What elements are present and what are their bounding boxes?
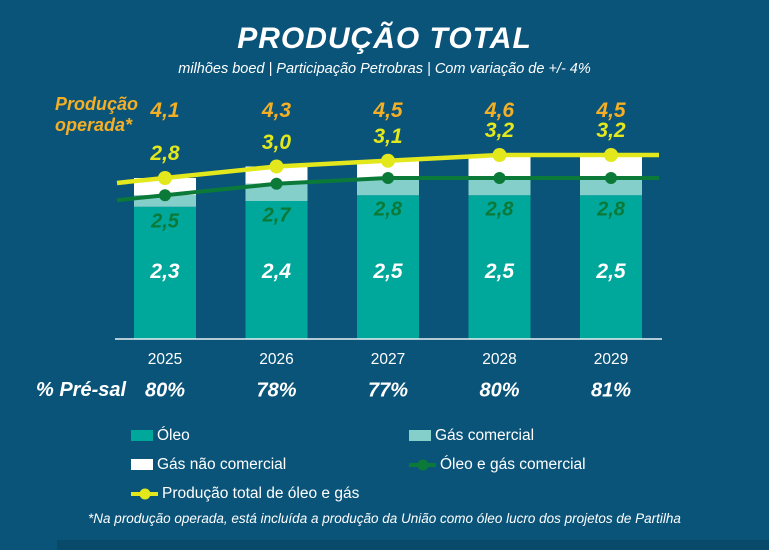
legend-line-icon bbox=[409, 459, 436, 470]
bar-segment-gas-nao-comercial-2027 bbox=[357, 160, 419, 178]
green-line-dot-2028 bbox=[493, 172, 506, 184]
legend-item: Gás comercial bbox=[409, 427, 534, 445]
legend-item: Produção total de óleo e gás bbox=[131, 485, 359, 503]
bar-segment-oleo-2027 bbox=[357, 195, 419, 339]
bar-segment-gas-comercial-2026 bbox=[245, 183, 308, 201]
legend-label: Óleo e gás comercial bbox=[440, 455, 586, 473]
legend-label: Gás não comercial bbox=[157, 455, 287, 473]
legend-item: Óleo bbox=[131, 427, 409, 445]
bar-segment-gas-nao-comercial-2029 bbox=[580, 155, 642, 178]
yellow-line-dot-2029 bbox=[604, 148, 618, 162]
bar-segment-gas-nao-comercial-2026 bbox=[245, 166, 308, 184]
bar-segment-gas-nao-comercial-2028 bbox=[468, 155, 531, 178]
legend-item: Óleo e gás comercial bbox=[409, 456, 586, 474]
green-line-dot-2025 bbox=[159, 189, 171, 202]
bar-segment-gas-comercial-2029 bbox=[580, 178, 642, 196]
page-title: PRODUÇÃO TOTAL bbox=[237, 22, 532, 55]
legend-dot-icon bbox=[417, 459, 428, 470]
legend-row: Óleo Gás comercial bbox=[131, 421, 586, 450]
yellow-line-dot-2025 bbox=[158, 171, 172, 185]
legend-label: Produção total de óleo e gás bbox=[162, 484, 360, 502]
green-line-dot-2026 bbox=[270, 177, 283, 190]
producao-operada-label: Produção operada* bbox=[55, 94, 139, 136]
yellow-line-dot-2028 bbox=[492, 148, 507, 162]
presal-row-label: % Pré-sal bbox=[36, 379, 127, 401]
legend-label: Gás comercial bbox=[435, 426, 535, 444]
bar-segment-gas-comercial-2028 bbox=[468, 178, 531, 196]
legend-item: Gás não comercial bbox=[131, 456, 409, 474]
bar-segment-oleo-2028 bbox=[468, 195, 531, 339]
legend-swatch-icon bbox=[131, 459, 153, 470]
yellow-line-dot-2027 bbox=[381, 153, 395, 168]
page-subtitle: milhões boed | Participação Petrobras | … bbox=[178, 61, 591, 77]
footnote-text: *Na produção operada, está incluída a pr… bbox=[88, 511, 681, 526]
bar-segment-gas-nao-comercial-2025 bbox=[134, 178, 196, 196]
green-line-dot-2029 bbox=[605, 172, 617, 184]
yellow-line-dot-2026 bbox=[269, 159, 284, 174]
chart-legend: Óleo Gás comercial Gás não comercial Óleo e… bbox=[131, 421, 586, 508]
green-line-dot-2027 bbox=[382, 172, 394, 184]
bar-segment-oleo-2029 bbox=[580, 195, 642, 339]
legend-dot-icon bbox=[139, 488, 150, 499]
legend-label: Óleo bbox=[157, 426, 190, 444]
legend-line-icon bbox=[131, 488, 158, 499]
bar-segment-oleo-2025 bbox=[134, 206, 196, 339]
legend-row: Produção total de óleo e gás bbox=[131, 479, 586, 508]
bar-segment-gas-comercial-2027 bbox=[357, 178, 419, 196]
legend-swatch-icon bbox=[409, 430, 431, 441]
bar-segment-oleo-2026 bbox=[245, 201, 308, 339]
legend-row: Gás não comercial Óleo e gás comercial bbox=[131, 450, 586, 479]
slide-footer-bar bbox=[57, 540, 769, 550]
legend-swatch-icon bbox=[131, 430, 153, 441]
